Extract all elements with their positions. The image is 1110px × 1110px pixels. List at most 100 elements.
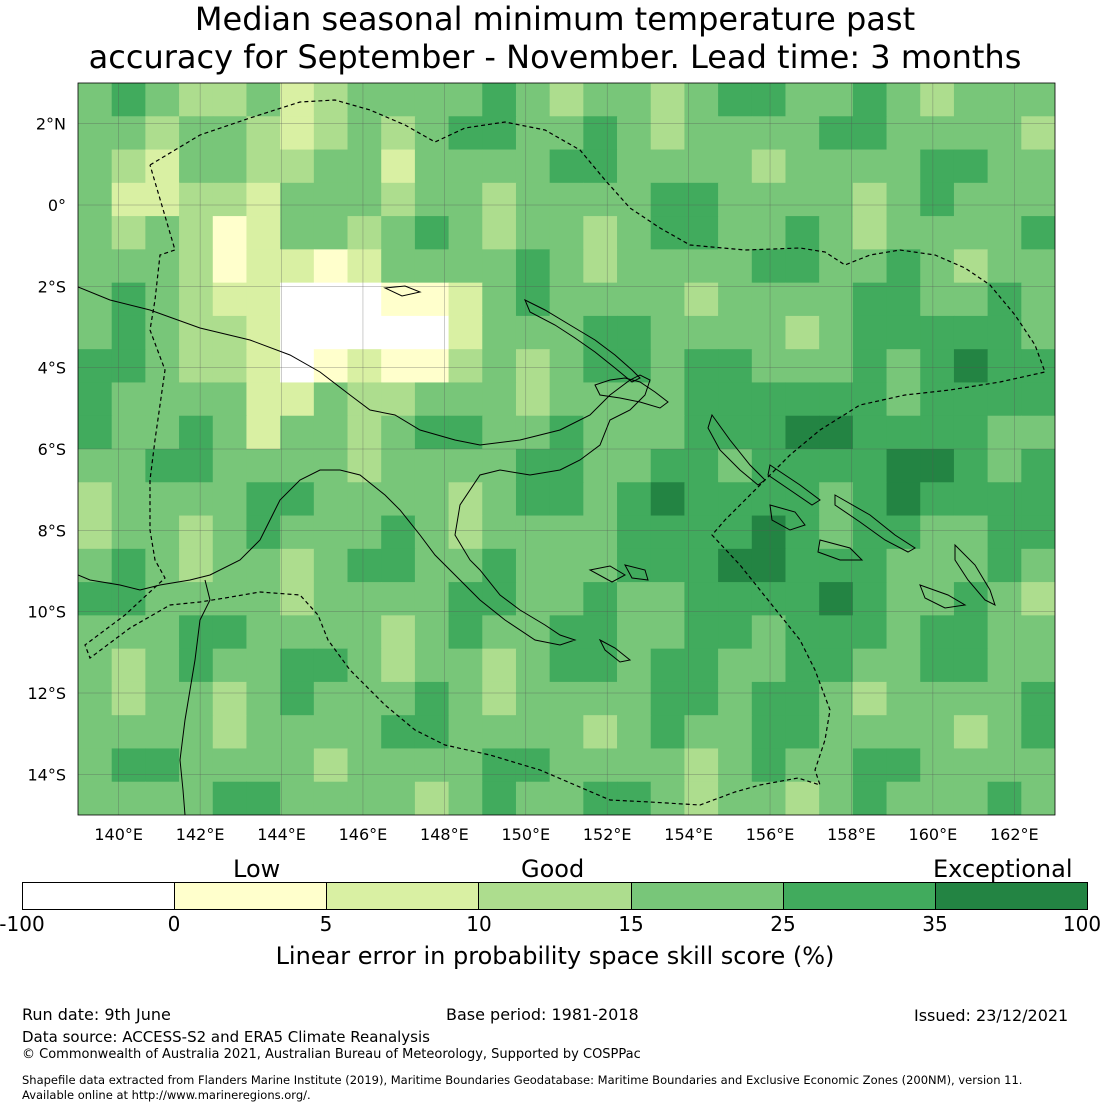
skill-cell [617,282,652,317]
skill-cell [111,548,146,583]
skill-cell [111,149,146,184]
skill-cell [785,116,820,151]
skill-cell [718,781,753,815]
latitude-label: 4°S [38,359,66,378]
base-period: Base period: 1981-2018 [446,1005,639,1024]
skill-cell [482,515,517,550]
skill-cell [549,648,584,683]
skill-cell [718,83,753,117]
skill-cell [684,715,719,750]
skill-cell [347,615,382,650]
skill-cell [111,615,146,650]
skill-cell [414,249,450,284]
colorbar-tick: 100 [1062,912,1102,936]
skill-cell [650,449,686,483]
skill-cell [1021,216,1055,250]
skill-cell [684,182,719,217]
skill-cell [414,382,450,417]
skill-cell [684,781,719,815]
skill-cell [515,415,551,450]
skill-cell [583,781,618,815]
skill-cell [650,582,686,616]
skill-cell [953,116,989,151]
skill-cell [347,349,382,384]
skill-cell [515,449,551,483]
map-frame [77,82,1056,816]
coastline-new-guinea [78,286,651,646]
skill-cell [145,515,180,550]
skill-cell [145,449,180,483]
skill-cell [145,349,180,384]
latitude-label: 10°S [27,603,66,622]
skill-cell [852,182,888,217]
skill-cell [482,449,517,483]
skill-cell [246,382,281,417]
skill-cell [987,449,1022,483]
skill-cell [987,681,1022,716]
coastline-choiseul [767,464,821,506]
skill-cell [1021,182,1055,217]
skill-cell [684,249,719,284]
skill-cell [482,748,517,783]
skill-cell [920,648,955,683]
skill-cell [785,415,820,450]
skill-cell [414,582,450,616]
skill-cell [414,715,450,750]
skill-cell [617,715,652,750]
skill-cell [515,781,551,815]
coastline-manus [383,285,422,297]
skill-cell [617,116,652,151]
skill-cell [583,282,618,317]
skill-cell [819,382,854,417]
skill-cell [179,382,214,417]
skill-cell [987,548,1022,583]
skill-cell [179,315,214,350]
skill-cell [987,282,1022,317]
skill-cell [920,548,955,583]
colorbar-tick: 10 [466,912,492,936]
skill-cell [313,315,349,350]
skill-cell [111,482,146,517]
legend-exceptional-label: Exceptional [933,855,1073,883]
longitude-label: 154°E [664,825,713,844]
skill-cell [246,216,281,250]
skill-cell [920,149,955,184]
skill-cell [280,482,315,517]
skill-cell [381,449,416,483]
skill-cell [920,249,955,284]
skill-cell [414,149,450,184]
skill-cell [785,748,820,783]
colorbar-tick: 0 [167,912,181,936]
skill-cell [515,182,551,217]
skill-cell [145,748,180,783]
skill-cell [549,748,584,783]
skill-cell [246,83,281,117]
skill-cell [953,415,989,450]
skill-cell [347,515,382,550]
skill-cell [78,748,113,783]
skill-cell [751,681,787,716]
skill-cell [280,149,315,184]
skill-cell [179,482,214,517]
skill-cell [111,748,146,783]
skill-cell [347,315,382,350]
skill-cell [414,648,450,683]
skill-cell [785,216,820,250]
skill-cell [1021,315,1055,350]
skill-cell [920,349,955,384]
skill-cell [448,781,483,815]
coastline-makira [919,584,967,609]
skill-cell [280,216,315,250]
skill-cell [886,182,921,217]
skill-cell [179,415,214,450]
skill-cell [381,548,416,583]
skill-cell [78,582,113,616]
colorbar-title: Linear error in probability space skill … [275,942,835,970]
longitude-label: 144°E [257,825,306,844]
skill-cell [819,648,854,683]
skill-cell [280,681,315,716]
coastline-new-ireland [524,298,641,383]
skill-cell [280,415,315,450]
skill-cell [583,615,618,650]
skill-cell [515,748,551,783]
